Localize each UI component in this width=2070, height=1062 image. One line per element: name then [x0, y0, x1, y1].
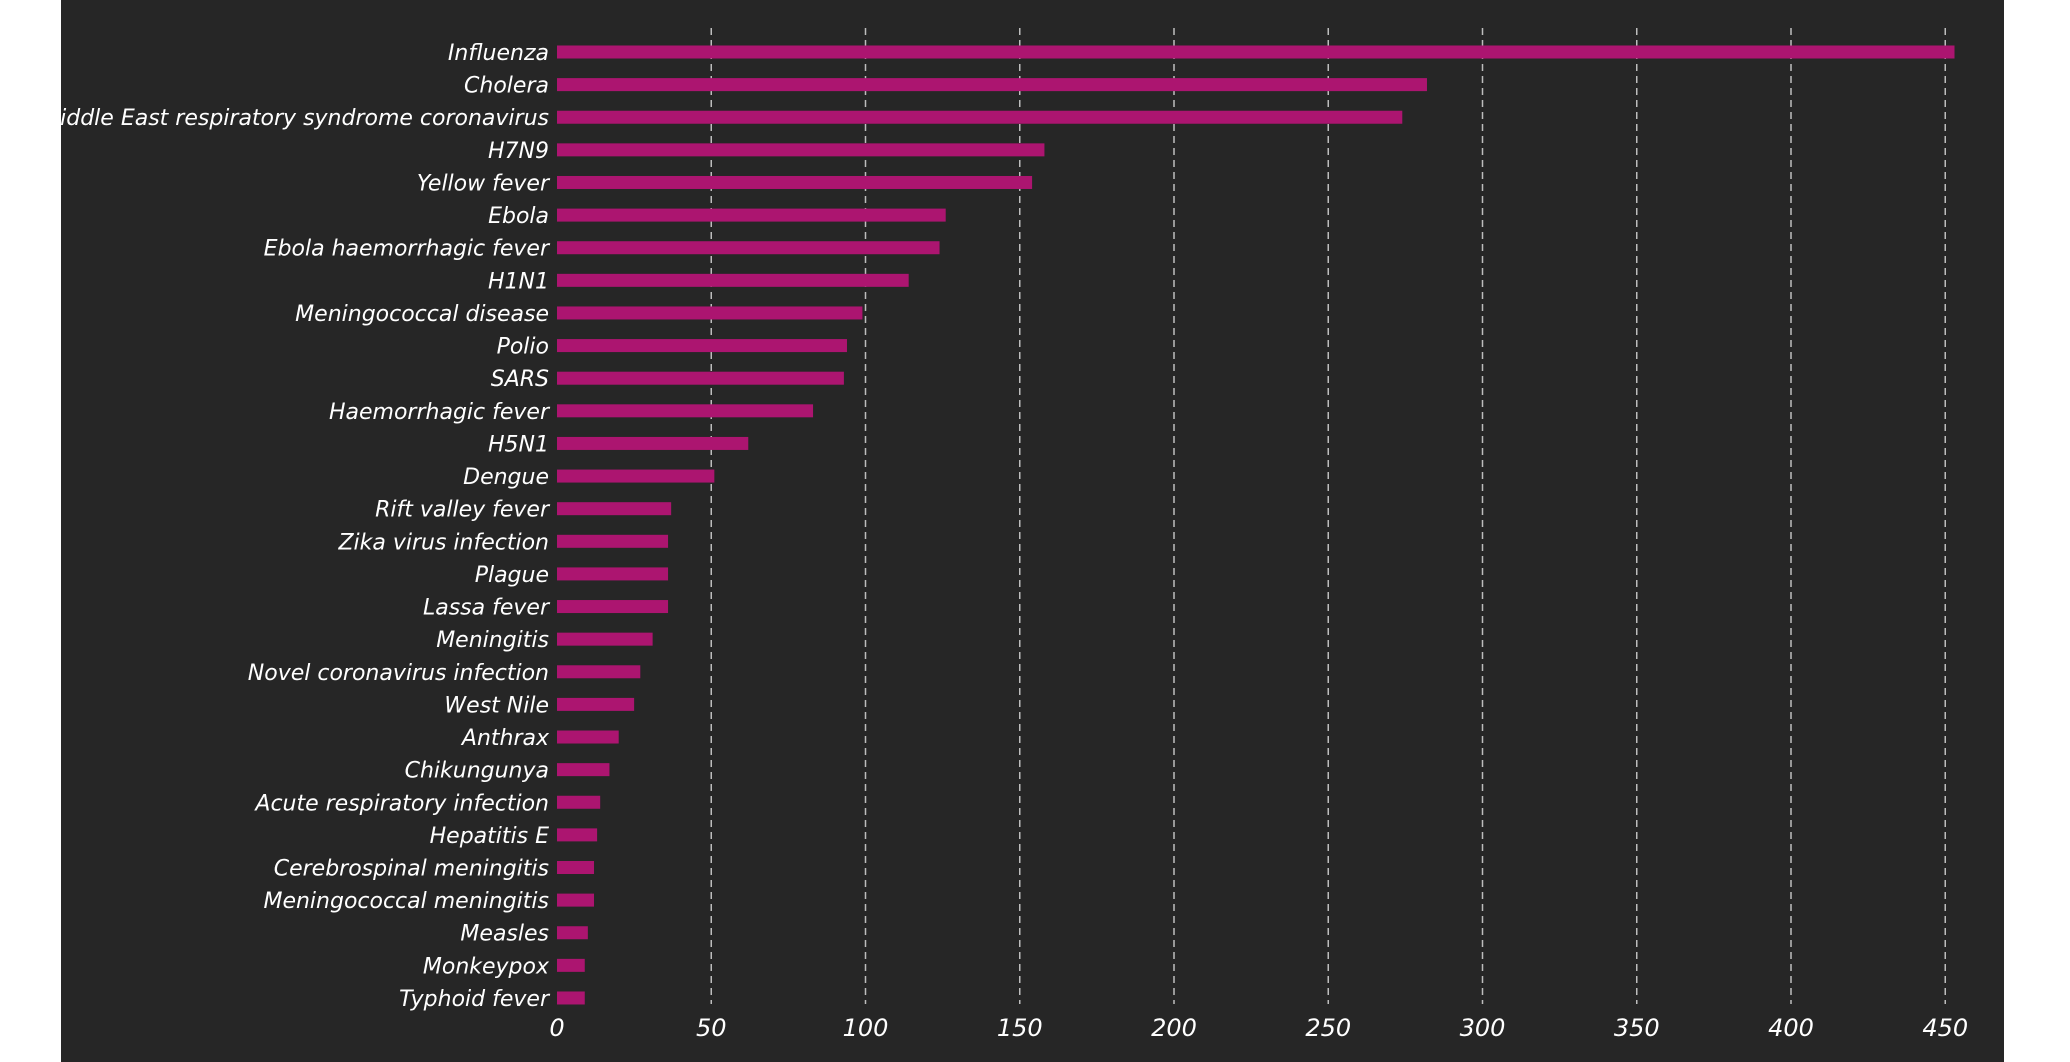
bar-h5n1: [557, 436, 749, 450]
category-label: H5N1: [488, 432, 549, 457]
category-label: Chikungunya: [405, 759, 549, 784]
category-label: Rift valley fever: [375, 498, 551, 523]
category-label: Typhoid fever: [399, 987, 551, 1012]
category-label: Zika virus infection: [337, 530, 549, 555]
category-label: Middle East respiratory syndrome coronav…: [61, 106, 549, 131]
x-tick-label-100: 100: [843, 1014, 889, 1042]
bar-chikungunya: [557, 763, 610, 777]
category-label: SARS: [491, 367, 549, 392]
bar-h1n1: [557, 273, 909, 287]
bar-acute-respiratory-infection: [557, 795, 601, 809]
bar-meningococcal-disease: [557, 306, 863, 320]
bar-zika-virus-infection: [557, 534, 669, 548]
grid-lines: [710, 28, 1946, 1004]
bar-dengue: [557, 469, 715, 483]
bar-typhoid-fever: [557, 991, 585, 1005]
category-label: Monkeypox: [423, 954, 550, 979]
bar-lassa-fever: [557, 600, 669, 614]
bar-ebola: [557, 208, 946, 222]
bar-measles: [557, 926, 588, 940]
x-tick-labels: 0 50 100 150 200 250 300 350 400 450: [549, 1014, 1968, 1042]
category-label: Lassa fever: [423, 596, 551, 621]
bar-hepatitis-e: [557, 828, 598, 842]
category-label: Cerebrospinal meningitis: [274, 857, 549, 882]
category-labels: Influenza Cholera Middle East respiratory …: [61, 41, 551, 1012]
category-label: Influenza: [448, 41, 549, 66]
category-label: Polio: [497, 335, 549, 360]
bar-yellow-fever: [557, 175, 1033, 189]
category-label: H1N1: [488, 269, 549, 294]
bar-cerebrospinal-meningitis: [557, 861, 595, 874]
bar-cholera: [557, 78, 1427, 92]
bars: [557, 45, 1955, 1005]
bar-ebola-haemorrhagic-fever: [557, 241, 940, 255]
x-tick-label-450: 450: [1922, 1014, 1968, 1042]
category-label: Ebola: [488, 204, 549, 229]
bar-meningococcal-meningitis: [557, 893, 595, 907]
x-tick-label-250: 250: [1305, 1014, 1351, 1042]
category-label: Hepatitis E: [430, 824, 549, 849]
category-label: Anthrax: [460, 726, 550, 751]
x-tick-label-150: 150: [997, 1014, 1043, 1042]
bar-polio: [557, 339, 847, 353]
bar-h7n9: [557, 143, 1045, 157]
category-label: Meningitis: [436, 628, 549, 653]
x-tick-label-50: 50: [696, 1014, 727, 1042]
x-tick-label-200: 200: [1151, 1014, 1197, 1042]
bar-rift-valley-fever: [557, 502, 672, 516]
bar-influenza: [557, 45, 1955, 59]
bar-west-nile: [557, 697, 635, 711]
x-tick-label-400: 400: [1768, 1014, 1814, 1042]
chart-panel: Influenza Cholera Middle East respiratory …: [61, 0, 2004, 1062]
category-label: West Nile: [444, 693, 549, 718]
category-label: Dengue: [463, 465, 549, 490]
category-label: Haemorrhagic fever: [329, 400, 551, 425]
category-label: Cholera: [464, 74, 549, 99]
x-tick-label-0: 0: [549, 1014, 564, 1042]
bar-anthrax: [557, 730, 619, 744]
bar-chart: Influenza Cholera Middle East respiratory …: [61, 28, 1968, 1042]
bar-monkeypox: [557, 958, 585, 972]
category-label: Ebola haemorrhagic fever: [264, 237, 551, 262]
category-label: Meningococcal disease: [295, 302, 549, 327]
bar-haemorrhagic-fever: [557, 404, 814, 418]
category-label: H7N9: [488, 139, 549, 164]
category-label: Plague: [475, 563, 549, 588]
category-label: Meningococcal meningitis: [263, 889, 549, 914]
bar-novel-coronavirus-infection: [557, 665, 641, 679]
bar-plague: [557, 567, 669, 581]
bar-sars: [557, 371, 844, 385]
bar-middle-east-respiratory-syndrome-coronavirus: [557, 110, 1403, 124]
category-label: Acute respiratory infection: [253, 791, 549, 816]
x-tick-label-300: 300: [1460, 1014, 1506, 1042]
bar-meningitis: [557, 632, 653, 646]
category-label: Novel coronavirus infection: [248, 661, 549, 686]
category-label: Yellow fever: [417, 171, 551, 196]
category-label: Measles: [460, 922, 549, 947]
x-tick-label-350: 350: [1614, 1014, 1660, 1042]
